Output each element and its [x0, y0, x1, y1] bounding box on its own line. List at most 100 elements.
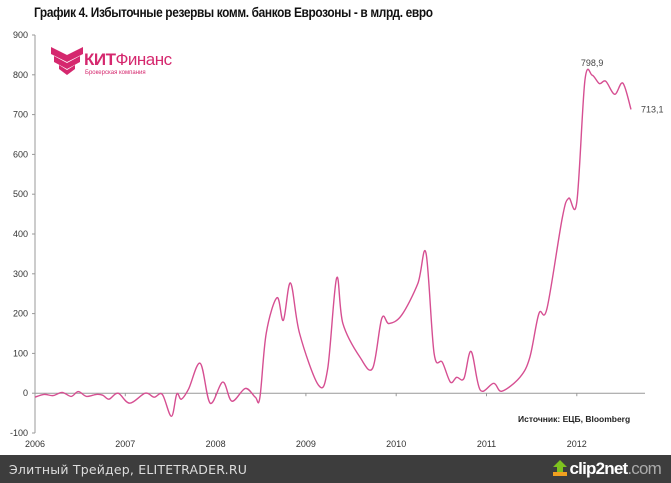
upload-arrow-icon: [552, 460, 567, 476]
y-tick-label: 300: [13, 269, 28, 279]
data-point: [95, 393, 98, 396]
x-tick-label: 2008: [206, 439, 226, 449]
data-point: [230, 400, 233, 403]
data-point: [537, 312, 540, 315]
x-tick-label: 2006: [25, 439, 45, 449]
data-point: [317, 384, 320, 387]
y-tick-label: -100: [10, 428, 28, 438]
data-points: [34, 74, 633, 418]
axes: [32, 34, 645, 434]
data-point: [170, 415, 173, 418]
data-point: [380, 317, 383, 320]
data-point: [492, 382, 495, 385]
data-point: [424, 252, 427, 255]
data-point: [326, 368, 329, 371]
data-point: [265, 332, 268, 335]
data-point: [546, 307, 549, 310]
y-tick-label: 0: [23, 388, 28, 398]
y-tick-label: 400: [13, 229, 28, 239]
data-point: [175, 392, 178, 395]
data-point: [117, 392, 120, 395]
y-tick-label: 500: [13, 189, 28, 199]
data-point: [221, 381, 224, 384]
data-point: [479, 389, 482, 392]
data-label-last: 713,1: [641, 104, 664, 114]
y-tick-label: 200: [13, 309, 28, 319]
data-point: [500, 390, 503, 393]
data-point: [462, 377, 465, 380]
data-point: [604, 80, 607, 83]
data-point: [387, 322, 390, 325]
data-point: [629, 108, 632, 111]
data-point: [153, 396, 156, 399]
data-point: [43, 393, 46, 396]
x-tick-label: 2007: [115, 439, 135, 449]
y-tick-label: 600: [13, 149, 28, 159]
x-tick-label: 2011: [477, 439, 496, 449]
data-point: [108, 398, 111, 401]
logo-subtitle: Брокерская компания: [85, 70, 146, 76]
footer-text: Элитный Трейдер, ELITETRADER.RU: [9, 462, 248, 477]
x-tick-label: 2010: [386, 439, 406, 449]
data-point: [455, 376, 458, 379]
y-tick-label: 700: [13, 110, 28, 120]
data-point: [470, 350, 473, 353]
data-point: [187, 388, 190, 391]
data-point: [298, 332, 301, 335]
data-point: [441, 361, 444, 364]
y-tick-label: 900: [13, 30, 28, 40]
data-point: [335, 277, 338, 280]
data-point: [209, 402, 212, 405]
data-point: [289, 281, 292, 284]
data-point: [613, 93, 616, 96]
data-point: [341, 322, 344, 325]
clip2net-logo[interactable]: clip2net.com: [552, 459, 662, 479]
data-point: [180, 398, 183, 401]
data-point: [561, 216, 564, 219]
source-note: Источник: ЕЦБ, Bloomberg: [518, 414, 631, 424]
kit-logo-icon: [51, 47, 83, 75]
data-point: [518, 376, 521, 379]
data-point: [371, 367, 374, 370]
data-point: [591, 74, 594, 77]
data-point: [583, 79, 586, 82]
footer-bar: Элитный Трейдер, ELITETRADER.RU clip2net…: [0, 455, 671, 483]
data-point: [400, 314, 403, 317]
chart-title: График 4. Избыточные резервы комм. банко…: [34, 5, 433, 20]
data-point: [244, 387, 247, 390]
data-point: [567, 197, 570, 200]
data-point: [449, 381, 452, 384]
y-tick-label: 800: [13, 70, 28, 80]
data-point: [258, 396, 261, 399]
data-point: [161, 393, 164, 396]
data-point: [101, 394, 104, 397]
data-point: [282, 319, 285, 322]
data-point: [52, 394, 55, 397]
y-tick-label: 100: [13, 348, 28, 358]
data-point: [433, 352, 436, 355]
data-point: [254, 396, 257, 399]
data-point: [359, 356, 362, 359]
data-point: [528, 356, 531, 359]
data-point: [598, 82, 601, 85]
logo-name: КИТФинанс: [84, 50, 172, 69]
data-point: [575, 201, 578, 204]
data-point: [70, 395, 73, 398]
x-tick-label: 2009: [296, 439, 316, 449]
data-point: [128, 402, 131, 405]
data-point: [276, 296, 279, 299]
data-point: [77, 390, 80, 393]
kitfinance-logo: КИТФинанс Брокерская компания: [50, 45, 172, 80]
data-point: [416, 282, 419, 285]
data-label-max: 798,9: [581, 58, 604, 68]
data-point: [61, 391, 64, 394]
data-point: [621, 82, 624, 85]
x-tick-label: 2012: [567, 439, 587, 449]
data-point: [85, 395, 88, 398]
data-point: [199, 362, 202, 365]
data-point: [34, 396, 37, 399]
series-line: [34, 68, 632, 418]
data-point: [144, 392, 147, 395]
